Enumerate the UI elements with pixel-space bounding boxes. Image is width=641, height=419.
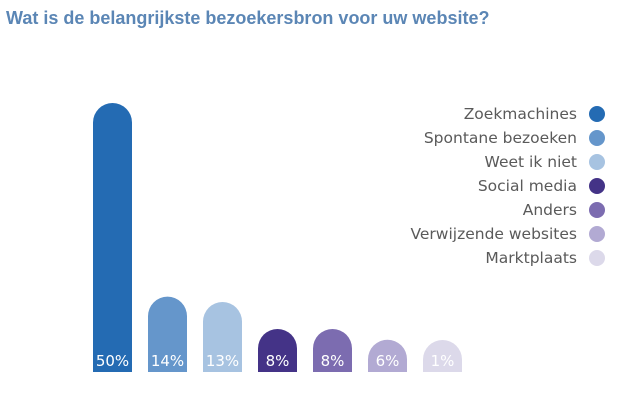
bar-value-label-zoekmachines: 50% [96,352,129,370]
chart-title: Wat is de belangrijkste bezoekersbron vo… [6,8,490,28]
legend-swatch-zoekmachines [589,106,605,122]
legend-label-anders: Anders [523,201,577,219]
legend-swatch-verwijzende-websites [589,226,605,242]
legend-swatch-anders [589,202,605,218]
bar-value-label-anders: 8% [321,352,345,370]
legend-swatch-social-media [589,178,605,194]
bar-zoekmachines [93,103,132,373]
bar-value-label-verwijzende-websites: 6% [376,352,400,370]
bar-value-label-weet-ik-niet: 13% [206,352,239,370]
bar-value-label-social-media: 8% [266,352,290,370]
legend: Zoekmachines Spontane bezoeken Weet ik nie… [410,105,605,267]
legend-swatch-weet-ik-niet [589,154,605,170]
bar-weet-ik-niet [203,302,242,372]
legend-swatch-marktplaats [589,250,605,266]
bar-anders [313,328,352,372]
legend-label-marktplaats: Marktplaats [485,249,577,267]
bar-verwijzende-websites [368,339,407,372]
bar-marktplaats [423,340,462,372]
legend-label-zoekmachines: Zoekmachines [464,105,577,123]
legend-label-weet-ik-niet: Weet ik niet [485,153,577,171]
bar-value-label-marktplaats: 1% [431,352,455,370]
legend-label-social-media: Social media [478,177,577,195]
bar-spontane-bezoeken [148,296,187,372]
bar-social-media [258,328,297,372]
legend-label-spontane-bezoeken: Spontane bezoeken [424,129,577,147]
bars-group: 50% 14% 13% 8% 8% 6% 1% [93,103,462,373]
bar-value-label-spontane-bezoeken: 14% [151,352,184,370]
legend-swatch-spontane-bezoeken [589,130,605,146]
legend-label-verwijzende-websites: Verwijzende websites [410,225,577,243]
